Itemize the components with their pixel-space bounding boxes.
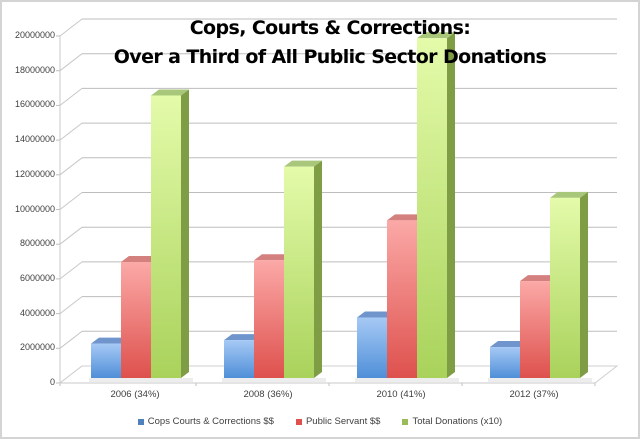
chart-title-line-1: Cops, Courts & Corrections: <box>189 17 471 39</box>
bar <box>490 341 528 378</box>
bar <box>151 89 189 379</box>
bar <box>224 334 262 378</box>
x-category-label: 2008 (36%) <box>243 389 293 400</box>
y-tick-label: 4000000 <box>19 307 55 318</box>
bar <box>284 160 322 378</box>
legend-swatch-green <box>402 418 409 425</box>
y-tick-label: 10000000 <box>14 203 55 214</box>
legend-label: Public Servant $$ <box>305 416 381 427</box>
y-tick-label: 20000000 <box>14 30 55 40</box>
bar <box>357 311 395 378</box>
bar <box>121 256 159 378</box>
chart-floor <box>58 365 619 384</box>
legend-label: Total Donations (x10) <box>412 416 503 427</box>
bar <box>550 191 588 378</box>
legend-swatch-red <box>295 418 302 425</box>
bar <box>387 214 425 378</box>
bar <box>520 275 558 378</box>
legend-swatch-blue <box>137 418 144 425</box>
bar <box>254 254 292 378</box>
legend-label: Cops Courts & Corrections $$ <box>147 416 274 427</box>
y-tick-label: 18000000 <box>14 64 55 75</box>
y-tick-label: 6000000 <box>19 272 55 283</box>
y-tick-label: 16000000 <box>14 99 55 110</box>
x-category-label: 2012 (37%) <box>509 389 559 400</box>
chart-title-line-2: Over a Third of All Public Sector Donati… <box>113 46 547 68</box>
legend-item-total-donations: Total Donations (x10) <box>402 416 502 427</box>
x-category-label: 2010 (41%) <box>376 389 426 400</box>
legend-item-public-servant: Public Servant $$ <box>295 416 381 427</box>
bar <box>91 337 129 378</box>
y-tick-label: 8000000 <box>19 238 55 249</box>
bars <box>89 32 592 382</box>
y-tick-label: 0 <box>49 377 55 387</box>
y-tick-label: 12000000 <box>14 168 55 179</box>
legend: Cops Courts & Corrections $$ Public Serv… <box>0 416 640 427</box>
y-tick-label: 2000000 <box>19 342 55 353</box>
x-category-label: 2006 (34%) <box>110 389 160 400</box>
legend-item-cops: Cops Courts & Corrections $$ <box>137 416 274 427</box>
bar <box>417 32 455 379</box>
y-tick-label: 14000000 <box>14 134 55 145</box>
